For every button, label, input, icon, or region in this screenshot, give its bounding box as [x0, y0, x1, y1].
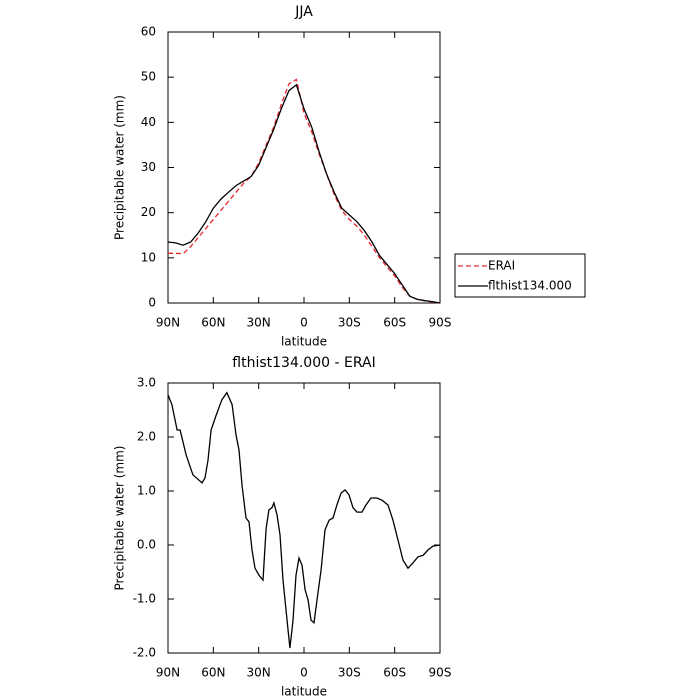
- legend-label: ERAI: [488, 259, 515, 273]
- data-line: [167, 83, 441, 304]
- legend-box: [454, 253, 586, 298]
- x-tick-label: 90N: [156, 316, 180, 330]
- y-tick-label: 20: [141, 205, 156, 219]
- plot-frame: [167, 382, 441, 654]
- x-tick-label: 90S: [429, 666, 452, 680]
- x-tick-label: 0: [300, 666, 308, 680]
- y-tick-label: 30: [141, 160, 156, 174]
- data-line: [167, 391, 441, 649]
- legend-label: flthist134.000: [488, 279, 572, 293]
- y-tick-label: 3.0: [137, 376, 156, 390]
- y-tick-label: 40: [141, 115, 156, 129]
- x-tick-label: 90N: [156, 666, 180, 680]
- x-axis-label: latitude: [281, 335, 327, 349]
- x-tick-label: 60N: [201, 316, 225, 330]
- y-tick-label: 2.0: [137, 430, 156, 444]
- x-axis-label: latitude: [281, 685, 327, 699]
- y-tick-label: 10: [141, 250, 156, 264]
- x-tick-label: 30S: [338, 666, 361, 680]
- y-tick-label: -1.0: [133, 592, 156, 606]
- y-axis-label: Precipitable water (mm): [113, 446, 127, 591]
- x-tick-label: 0: [300, 316, 308, 330]
- x-tick-label: 60S: [383, 666, 406, 680]
- y-tick-label: -2.0: [133, 646, 156, 660]
- data-line: [168, 78, 441, 304]
- y-tick-label: 0.0: [137, 538, 156, 552]
- x-tick-label: 90S: [429, 316, 452, 330]
- chart-title: flthist134.000 - ERAI: [232, 355, 375, 371]
- plot-frame: [167, 31, 441, 304]
- y-axis-label: Precipitable water (mm): [113, 95, 127, 240]
- y-tick-label: 1.0: [137, 484, 156, 498]
- chart-title: JJA: [294, 4, 313, 20]
- x-tick-label: 60S: [383, 316, 406, 330]
- x-tick-label: 30N: [247, 666, 271, 680]
- x-tick-label: 60N: [201, 666, 225, 680]
- y-tick-label: 50: [141, 70, 156, 84]
- y-tick-label: 0: [148, 296, 156, 310]
- x-tick-label: 30N: [247, 316, 271, 330]
- y-tick-label: 60: [141, 25, 156, 39]
- x-tick-label: 30S: [338, 316, 361, 330]
